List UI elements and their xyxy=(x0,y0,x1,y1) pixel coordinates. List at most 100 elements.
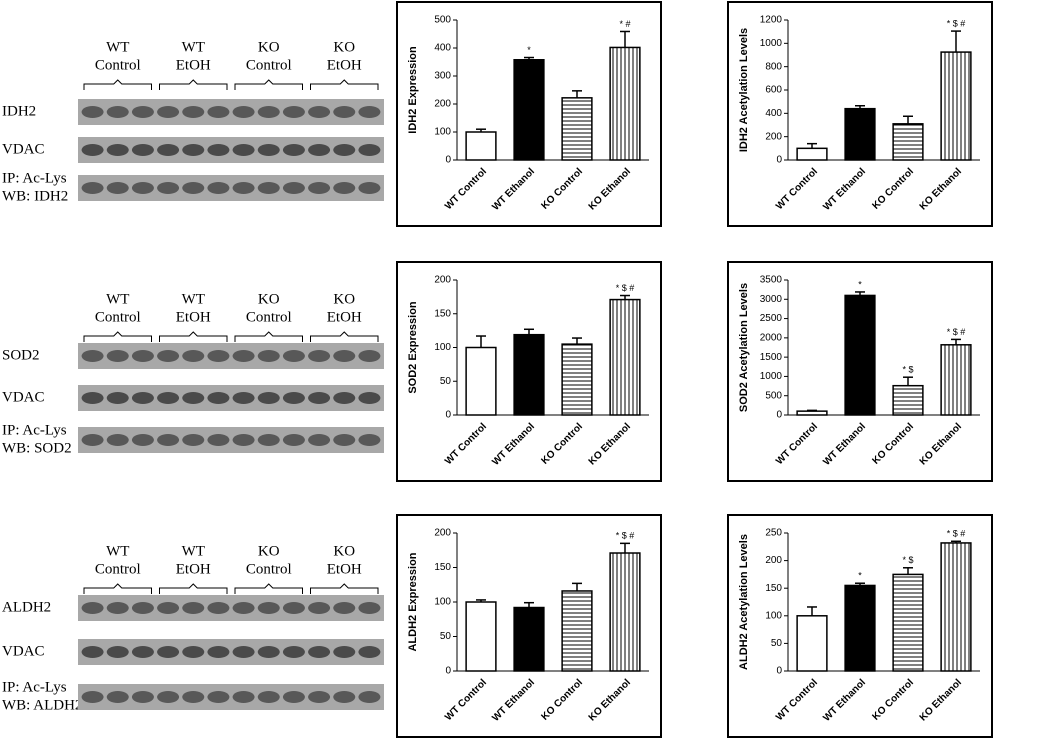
y-tick-label: 50 xyxy=(771,638,783,649)
blot-band xyxy=(232,106,255,118)
chart-frame xyxy=(727,261,993,482)
y-tick-label: 3500 xyxy=(760,275,783,286)
y-tick-label: 150 xyxy=(434,308,451,319)
bar xyxy=(561,343,593,416)
bar xyxy=(561,590,593,672)
blot-strip xyxy=(78,343,384,369)
blot-band xyxy=(358,144,381,156)
blot-band xyxy=(131,106,154,118)
y-tick-label: 200 xyxy=(434,99,451,110)
x-tick-label: WT Ethanol xyxy=(821,677,868,724)
blot-band xyxy=(182,602,205,614)
blot-band xyxy=(257,434,280,446)
y-tick-label: 150 xyxy=(765,583,782,594)
blot-band xyxy=(131,646,154,658)
bar xyxy=(609,46,641,161)
x-tick-label: WT Control xyxy=(774,166,820,212)
x-tick-label: WT Control xyxy=(443,677,489,723)
blot-band xyxy=(207,350,230,362)
blot-band xyxy=(333,691,356,703)
blot-band xyxy=(81,350,104,362)
bar xyxy=(892,123,924,161)
bracket xyxy=(310,79,379,90)
significance-label: * # xyxy=(619,19,630,29)
bracket xyxy=(234,331,303,342)
blot-band xyxy=(257,350,280,362)
x-tick-label: KO Control xyxy=(540,677,586,723)
blot-strip xyxy=(78,175,384,201)
blot-band xyxy=(131,182,154,194)
blot-band xyxy=(207,182,230,194)
blot-band xyxy=(333,602,356,614)
blot-band xyxy=(106,350,129,362)
bracket xyxy=(159,79,228,90)
blot-strip xyxy=(78,99,384,125)
y-axis-title: IDH2 Expression xyxy=(407,46,419,134)
blot-band xyxy=(358,646,381,658)
blot-band xyxy=(106,144,129,156)
blot-band xyxy=(81,182,104,194)
blot-band xyxy=(308,182,331,194)
group-label: EtOH xyxy=(176,561,211,577)
blot-band xyxy=(81,144,104,156)
significance-label: * xyxy=(858,571,862,581)
y-tick-label: 100 xyxy=(434,127,451,138)
bar xyxy=(609,298,641,416)
group-label: KO xyxy=(333,543,355,559)
bracket xyxy=(83,583,152,594)
y-tick-label: 500 xyxy=(434,15,451,26)
y-tick-label: 2500 xyxy=(760,313,783,324)
blot-band xyxy=(358,182,381,194)
blot-band xyxy=(81,646,104,658)
blot-band xyxy=(207,392,230,404)
blot-band xyxy=(157,434,180,446)
y-tick-label: 50 xyxy=(440,376,452,387)
blot-band xyxy=(131,144,154,156)
x-tick-label: KO Ethanol xyxy=(587,166,633,212)
group-label: KO xyxy=(258,543,280,559)
x-tick-label: KO Control xyxy=(540,166,586,212)
blot-band xyxy=(257,646,280,658)
blot-band xyxy=(358,350,381,362)
y-tick-label: 0 xyxy=(445,666,451,677)
x-tick-label: WT Control xyxy=(443,166,489,212)
x-tick-label: WT Ethanol xyxy=(490,166,537,213)
group-label: KO xyxy=(258,39,280,55)
group-label: Control xyxy=(95,309,141,325)
blot-strip xyxy=(78,385,384,411)
blot-band xyxy=(157,392,180,404)
group-label: KO xyxy=(333,39,355,55)
bracket xyxy=(310,331,379,342)
blot-band xyxy=(308,691,331,703)
blot-band xyxy=(182,144,205,156)
bracket xyxy=(310,583,379,594)
blot-band xyxy=(333,392,356,404)
group-label: WT xyxy=(106,39,129,55)
row-label: ALDH2 xyxy=(2,599,51,615)
y-tick-label: 3000 xyxy=(760,294,783,305)
blot-band xyxy=(232,646,255,658)
blot-band xyxy=(157,350,180,362)
chart-frame xyxy=(727,514,993,738)
y-tick-label: 1000 xyxy=(760,371,783,382)
row-label: VDAC xyxy=(2,643,45,659)
x-tick-label: KO Ethanol xyxy=(587,677,633,723)
group-label: EtOH xyxy=(327,309,362,325)
y-tick-label: 0 xyxy=(776,155,782,166)
blot-band xyxy=(232,434,255,446)
blot-band xyxy=(333,182,356,194)
blot-band xyxy=(257,602,280,614)
blot-band xyxy=(207,691,230,703)
y-tick-label: 100 xyxy=(765,610,782,621)
group-label: WT xyxy=(182,291,205,307)
bar xyxy=(940,344,972,416)
y-tick-label: 0 xyxy=(776,666,782,677)
blot-band xyxy=(182,106,205,118)
blot-band xyxy=(282,182,305,194)
bar xyxy=(940,542,972,672)
y-tick-label: 200 xyxy=(434,275,451,286)
y-tick-label: 100 xyxy=(434,342,451,353)
blot-band xyxy=(232,691,255,703)
y-tick-label: 1500 xyxy=(760,352,783,363)
